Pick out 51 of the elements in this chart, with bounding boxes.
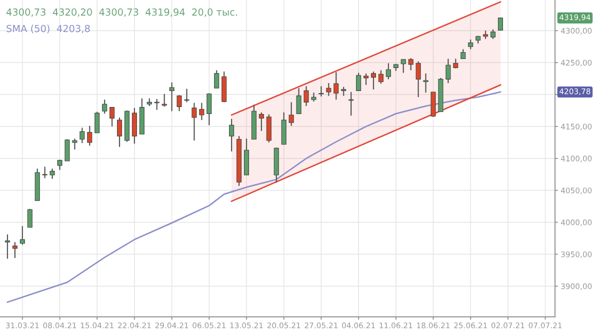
candlestick — [468, 39, 474, 50]
candlestick — [296, 88, 302, 114]
candlestick — [42, 166, 48, 179]
candlestick — [199, 102, 204, 121]
candlestick — [311, 92, 316, 102]
candlestick — [326, 82, 332, 96]
candlestick — [184, 88, 190, 103]
candlestick — [4, 234, 10, 260]
candlestick — [169, 82, 174, 112]
candlestick — [229, 118, 234, 152]
candlestick — [20, 226, 25, 246]
candlestick — [132, 107, 137, 144]
candlestick — [87, 125, 92, 146]
candlestick — [116, 116, 122, 148]
candlestick — [102, 99, 108, 114]
candlestick — [446, 58, 451, 84]
annotation: 4300,73 4320,20 4300,73 4319,94 20,0 тыс. — [6, 8, 238, 17]
candlestick — [400, 58, 406, 74]
candlestick — [498, 17, 503, 31]
candlestick — [363, 72, 369, 86]
candlestick — [12, 242, 18, 259]
candlestick — [490, 28, 496, 40]
candlestick — [318, 86, 324, 98]
candlestick — [206, 92, 212, 126]
candlestick — [304, 86, 309, 107]
candlestick — [214, 70, 220, 89]
candlestick — [57, 159, 62, 170]
candlestick — [334, 72, 339, 100]
candlestick — [27, 208, 32, 228]
candlestick — [192, 102, 197, 142]
candlestick — [64, 138, 70, 162]
candlestick — [176, 94, 182, 112]
candlestick — [423, 72, 428, 94]
candlestick — [288, 102, 294, 126]
candlestick — [416, 60, 421, 98]
candlestick — [80, 127, 85, 144]
candlestick — [356, 72, 362, 92]
candlestick — [386, 62, 391, 80]
candlestick — [266, 114, 272, 143]
candlestick — [378, 70, 384, 84]
candlestick — [258, 112, 264, 132]
text: SMA (50) 4203,8 — [6, 24, 90, 34]
candlestick — [460, 48, 466, 60]
candlestick — [370, 70, 376, 90]
candlestick — [110, 106, 115, 128]
candlestick — [72, 138, 78, 150]
candlestick — [50, 168, 55, 180]
candlestick — [453, 58, 458, 69]
candlestick — [94, 111, 100, 134]
candlestick — [408, 58, 414, 71]
line-series — [6, 91, 502, 303]
